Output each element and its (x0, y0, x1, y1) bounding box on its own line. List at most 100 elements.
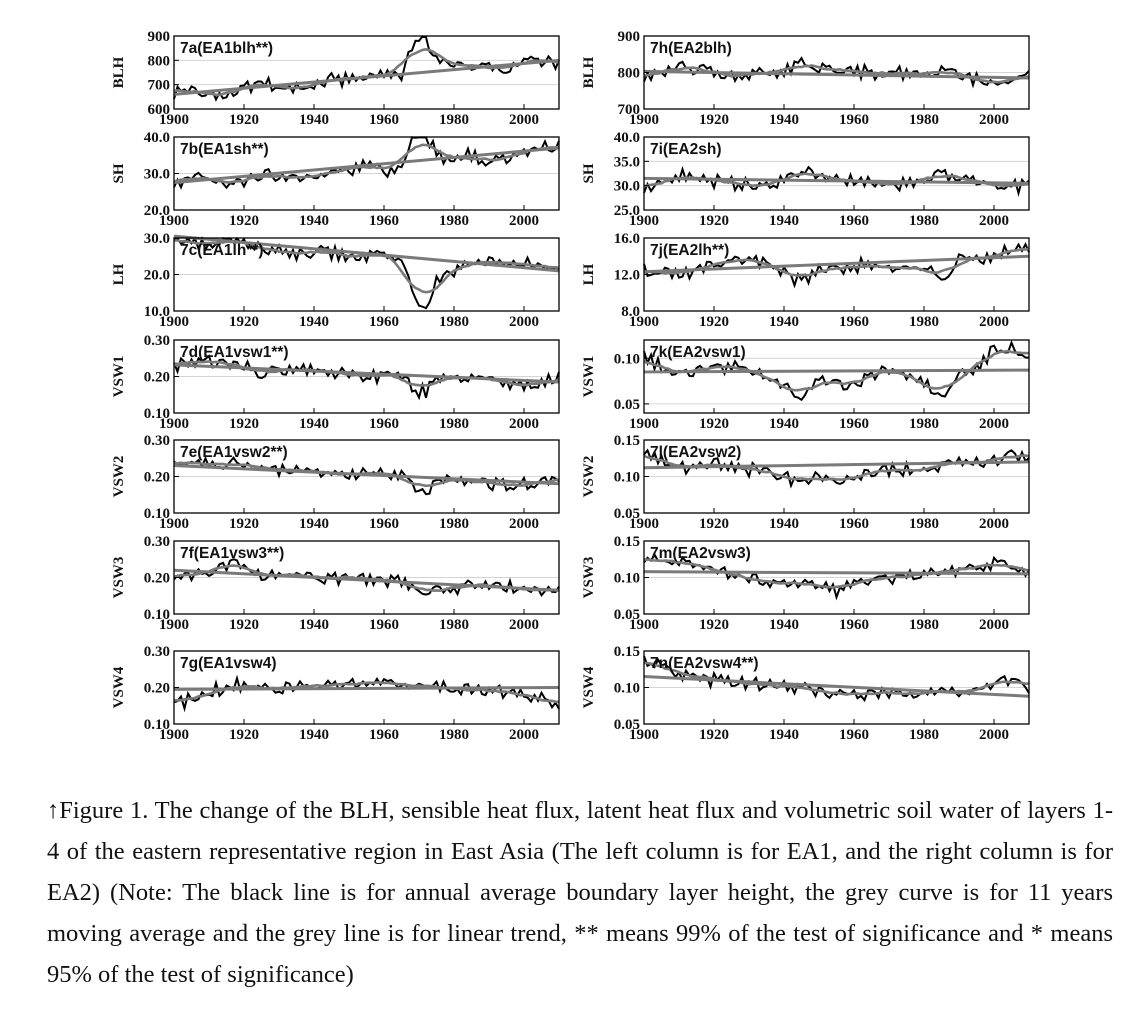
y-tick-label: 900 (148, 29, 171, 45)
y-axis-label: VSW1 (111, 356, 127, 398)
x-tick-label: 1940 (299, 727, 329, 743)
trend-line (173, 234, 560, 273)
x-tick-label: 2000 (979, 314, 1009, 330)
x-tick-label: 1900 (159, 516, 189, 532)
x-tick-label: 1920 (699, 213, 729, 229)
x-tick-label: 1940 (299, 213, 329, 229)
y-tick-label: 800 (618, 66, 641, 82)
y-tick-label: 35.0 (614, 154, 640, 170)
y-axis-label: VSW1 (581, 356, 597, 398)
y-axis-label: SH (581, 163, 597, 183)
x-tick-label: 1960 (369, 314, 399, 330)
panel-title: 7e(EA1vsw2**) (180, 444, 288, 461)
y-tick-label: 800 (148, 53, 171, 69)
panel-title: 7h(EA2blh) (650, 40, 732, 57)
y-tick-label: 8.0 (621, 304, 640, 320)
x-tick-label: 1920 (229, 727, 259, 743)
x-tick-label: 2000 (509, 416, 539, 432)
x-tick-label: 1960 (369, 516, 399, 532)
x-tick-label: 1940 (769, 314, 799, 330)
y-tick-label: 0.05 (614, 506, 640, 522)
y-tick-label: 30.0 (144, 167, 170, 183)
panel-title: 7g(EA1vsw4) (180, 655, 276, 672)
panel-title: 7f(EA1vsw3**) (180, 545, 284, 562)
panel-7h: 700 800 900 1900 1920 1940 1960 1980 2000 BLH 7h(E… (581, 29, 1030, 128)
trend-line (643, 176, 1030, 185)
x-tick-label: 1980 (439, 416, 469, 432)
x-tick-label: 2000 (979, 617, 1009, 633)
moving-average-line (643, 349, 1030, 392)
x-tick-label: 1980 (439, 617, 469, 633)
y-axis-label: BLH (581, 56, 597, 88)
x-tick-label: 1940 (299, 314, 329, 330)
x-tick-label: 1940 (769, 727, 799, 743)
x-tick-label: 1920 (699, 727, 729, 743)
panel-7b: 20.0 30.0 40.0 1900 1920 1940 1960 1980 2000 SH 7b… (111, 130, 560, 229)
x-tick-label: 2000 (509, 112, 539, 128)
moving-average-line (173, 143, 560, 184)
y-tick-label: 0.10 (614, 351, 640, 367)
y-tick-label: 0.10 (144, 406, 170, 422)
x-tick-label: 1980 (909, 617, 939, 633)
x-tick-label: 1900 (629, 213, 659, 229)
x-tick-label: 2000 (509, 727, 539, 743)
y-tick-label: 30.0 (614, 179, 640, 195)
x-tick-label: 1940 (299, 416, 329, 432)
moving-average-line (643, 661, 1030, 696)
y-tick-label: 700 (618, 102, 641, 118)
y-tick-label: 0.05 (614, 607, 640, 623)
panel-title: 7i(EA2sh) (650, 141, 722, 158)
x-tick-label: 1920 (699, 314, 729, 330)
y-axis-label: LH (581, 263, 597, 285)
x-tick-label: 1940 (299, 112, 329, 128)
x-tick-label: 1980 (439, 314, 469, 330)
panel-7e: 0.10 0.20 0.30 1900 1920 1940 1960 1980 2000 VSW2… (111, 433, 560, 532)
y-tick-label: 0.15 (614, 534, 640, 550)
panel-title: 7d(EA1vsw1**) (180, 344, 289, 361)
panel-title: 7b(EA1sh**) (180, 141, 269, 158)
x-tick-label: 1940 (769, 112, 799, 128)
y-axis-label: VSW2 (111, 456, 127, 498)
trend-line (643, 368, 1030, 374)
panel-frame (643, 136, 1030, 211)
x-tick-label: 1980 (909, 516, 939, 532)
y-tick-label: 0.10 (144, 506, 170, 522)
x-tick-label: 1920 (699, 617, 729, 633)
x-tick-label: 2000 (509, 516, 539, 532)
panel-title: 7j(EA2lh**) (650, 242, 729, 259)
x-tick-label: 1920 (229, 416, 259, 432)
x-tick-label: 1900 (629, 314, 659, 330)
y-tick-label: 600 (148, 102, 171, 118)
x-tick-label: 1900 (159, 314, 189, 330)
y-axis-label: LH (111, 263, 127, 285)
y-tick-label: 0.10 (144, 717, 170, 733)
x-tick-label: 1920 (699, 516, 729, 532)
x-tick-label: 1980 (909, 213, 939, 229)
trend-line (173, 568, 560, 592)
figure-panels: 600 700 800 900 1900 1920 1940 1960 1980 2000 BLH 7… (111, 29, 1030, 743)
panel-7m: 0.05 0.10 0.15 1900 1920 1940 1960 1980 2000 VSW3… (581, 534, 1030, 633)
x-tick-label: 1900 (629, 727, 659, 743)
moving-average-line (643, 247, 1030, 278)
x-tick-label: 1980 (909, 112, 939, 128)
x-tick-label: 1920 (229, 213, 259, 229)
y-tick-label: 0.10 (614, 571, 640, 587)
trend-line (173, 464, 560, 486)
x-tick-label: 1960 (369, 112, 399, 128)
x-tick-label: 1900 (629, 416, 659, 432)
y-tick-label: 30.0 (144, 231, 170, 247)
x-tick-label: 2000 (509, 617, 539, 633)
y-tick-label: 0.20 (144, 370, 170, 386)
panel-7j: 8.0 12.0 16.0 1900 1920 1940 1960 1980 2000 LH 7j(… (581, 231, 1030, 330)
x-tick-label: 1900 (629, 112, 659, 128)
trend-line (643, 69, 1030, 80)
x-tick-label: 1900 (159, 617, 189, 633)
x-tick-label: 1940 (299, 617, 329, 633)
x-tick-label: 2000 (509, 314, 539, 330)
panel-title: 7n(EA2vsw4**) (650, 655, 759, 672)
trend-line (173, 146, 560, 185)
y-axis-label: VSW4 (111, 666, 127, 708)
x-tick-label: 2000 (979, 213, 1009, 229)
x-tick-label: 1980 (439, 727, 469, 743)
panel-7n: 0.05 0.10 0.15 1900 1920 1940 1960 1980 2000 VSW4… (581, 644, 1030, 743)
